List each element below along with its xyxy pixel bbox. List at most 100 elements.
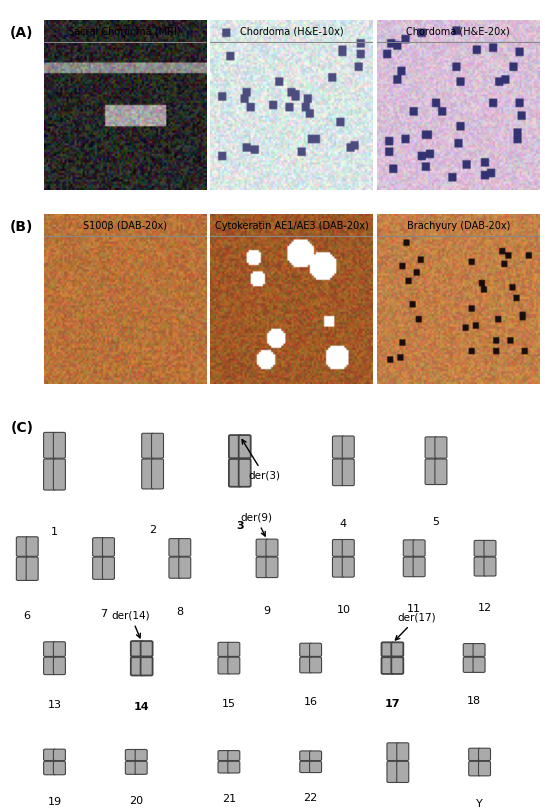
- Text: Chordoma (H&E-10x): Chordoma (H&E-10x): [240, 27, 343, 36]
- Text: 18: 18: [467, 696, 481, 706]
- FancyBboxPatch shape: [413, 557, 425, 577]
- FancyBboxPatch shape: [53, 642, 65, 656]
- FancyBboxPatch shape: [135, 761, 147, 774]
- FancyBboxPatch shape: [310, 657, 322, 673]
- Text: 21: 21: [222, 794, 236, 804]
- FancyBboxPatch shape: [53, 749, 65, 760]
- FancyBboxPatch shape: [387, 761, 399, 782]
- Text: 15: 15: [222, 699, 236, 709]
- FancyBboxPatch shape: [382, 657, 393, 674]
- FancyBboxPatch shape: [131, 641, 143, 656]
- FancyBboxPatch shape: [142, 434, 154, 458]
- FancyBboxPatch shape: [218, 657, 230, 674]
- Text: 7: 7: [100, 609, 107, 619]
- Text: 19: 19: [47, 797, 62, 807]
- FancyBboxPatch shape: [169, 557, 181, 578]
- FancyBboxPatch shape: [435, 459, 447, 485]
- FancyBboxPatch shape: [479, 761, 490, 776]
- FancyBboxPatch shape: [425, 437, 437, 458]
- Text: (C): (C): [11, 421, 34, 434]
- FancyBboxPatch shape: [228, 657, 240, 674]
- Text: 4: 4: [340, 519, 347, 528]
- FancyBboxPatch shape: [332, 540, 344, 557]
- Text: der(14): der(14): [112, 611, 150, 637]
- FancyBboxPatch shape: [473, 657, 485, 672]
- Text: 5: 5: [433, 517, 439, 527]
- FancyBboxPatch shape: [26, 557, 38, 580]
- FancyBboxPatch shape: [228, 642, 240, 656]
- FancyBboxPatch shape: [256, 539, 268, 557]
- FancyBboxPatch shape: [474, 540, 486, 557]
- FancyBboxPatch shape: [332, 459, 344, 485]
- FancyBboxPatch shape: [44, 749, 56, 760]
- FancyBboxPatch shape: [342, 459, 354, 485]
- Text: 17: 17: [385, 699, 400, 709]
- FancyBboxPatch shape: [300, 751, 312, 760]
- FancyBboxPatch shape: [342, 540, 354, 557]
- Text: 6: 6: [24, 611, 31, 621]
- Text: der(17): der(17): [396, 612, 436, 640]
- FancyBboxPatch shape: [300, 657, 312, 673]
- FancyBboxPatch shape: [435, 437, 447, 458]
- Text: Chordoma (H&E-20x): Chordoma (H&E-20x): [407, 27, 510, 36]
- FancyBboxPatch shape: [93, 557, 105, 579]
- FancyBboxPatch shape: [152, 459, 164, 489]
- FancyBboxPatch shape: [53, 761, 65, 775]
- FancyBboxPatch shape: [229, 435, 241, 458]
- FancyBboxPatch shape: [397, 761, 409, 782]
- FancyBboxPatch shape: [218, 642, 230, 656]
- Text: Sacral Chordoma (MRI): Sacral Chordoma (MRI): [69, 27, 181, 36]
- Text: 9: 9: [263, 606, 271, 616]
- FancyBboxPatch shape: [332, 557, 344, 577]
- FancyBboxPatch shape: [463, 657, 475, 672]
- FancyBboxPatch shape: [300, 761, 312, 773]
- FancyBboxPatch shape: [228, 761, 240, 773]
- Text: 22: 22: [304, 793, 318, 803]
- FancyBboxPatch shape: [310, 761, 322, 773]
- FancyBboxPatch shape: [125, 761, 137, 774]
- Text: S100β (DAB-20x): S100β (DAB-20x): [83, 221, 167, 231]
- FancyBboxPatch shape: [44, 642, 56, 656]
- FancyBboxPatch shape: [218, 761, 230, 773]
- FancyBboxPatch shape: [53, 657, 65, 675]
- FancyBboxPatch shape: [53, 432, 65, 458]
- FancyBboxPatch shape: [93, 538, 105, 557]
- FancyBboxPatch shape: [169, 539, 181, 557]
- FancyBboxPatch shape: [135, 749, 147, 760]
- FancyBboxPatch shape: [463, 644, 475, 656]
- FancyBboxPatch shape: [239, 459, 251, 487]
- Text: Cytokeratin AE1/AE3 (DAB-20x): Cytokeratin AE1/AE3 (DAB-20x): [215, 221, 368, 231]
- FancyBboxPatch shape: [266, 557, 278, 578]
- FancyBboxPatch shape: [484, 557, 496, 576]
- Text: 14: 14: [134, 701, 149, 712]
- Text: 3: 3: [236, 521, 244, 531]
- FancyBboxPatch shape: [403, 557, 415, 577]
- FancyBboxPatch shape: [342, 557, 354, 577]
- Text: 8: 8: [176, 607, 184, 616]
- FancyBboxPatch shape: [473, 644, 485, 656]
- FancyBboxPatch shape: [403, 540, 415, 557]
- FancyBboxPatch shape: [256, 557, 268, 578]
- FancyBboxPatch shape: [44, 459, 56, 490]
- FancyBboxPatch shape: [102, 538, 114, 557]
- Text: 16: 16: [304, 697, 318, 707]
- FancyBboxPatch shape: [102, 557, 114, 579]
- Text: (A): (A): [10, 26, 34, 40]
- FancyBboxPatch shape: [218, 751, 230, 760]
- Text: 11: 11: [407, 604, 421, 614]
- FancyBboxPatch shape: [44, 761, 56, 775]
- FancyBboxPatch shape: [16, 557, 28, 580]
- Text: der(9): der(9): [240, 513, 272, 536]
- Text: Y: Y: [476, 799, 483, 809]
- FancyBboxPatch shape: [469, 748, 481, 760]
- FancyBboxPatch shape: [479, 748, 490, 760]
- FancyBboxPatch shape: [425, 459, 437, 485]
- FancyBboxPatch shape: [239, 435, 251, 458]
- FancyBboxPatch shape: [228, 751, 240, 760]
- FancyBboxPatch shape: [474, 557, 486, 576]
- Text: 1: 1: [51, 527, 58, 536]
- FancyBboxPatch shape: [484, 540, 496, 557]
- FancyBboxPatch shape: [229, 459, 241, 487]
- FancyBboxPatch shape: [141, 657, 153, 676]
- Text: (B): (B): [10, 220, 33, 234]
